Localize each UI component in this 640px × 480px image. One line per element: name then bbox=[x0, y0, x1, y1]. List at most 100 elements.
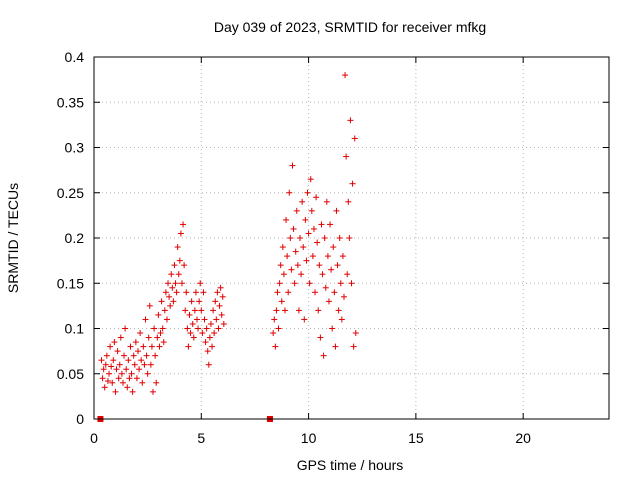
y-axis-label: SRMTID / TECUs bbox=[5, 183, 21, 293]
data-point bbox=[122, 325, 129, 332]
data-point bbox=[284, 253, 291, 260]
data-point bbox=[175, 271, 182, 278]
data-point bbox=[310, 225, 317, 232]
data-point bbox=[194, 316, 200, 323]
data-point bbox=[115, 375, 122, 382]
data-point bbox=[215, 325, 222, 332]
data-point bbox=[293, 207, 300, 214]
axis-ticks: 0 5 10 15 20 0 0.05 0.1 0.15 0.2 0.25 0.3 0.35 0.4 bbox=[57, 49, 609, 446]
data-point bbox=[195, 325, 202, 332]
data-point bbox=[160, 339, 167, 346]
data-point bbox=[300, 244, 307, 251]
data-point bbox=[330, 244, 337, 251]
data-point bbox=[298, 271, 305, 278]
data-point bbox=[308, 207, 315, 214]
data-point bbox=[290, 225, 297, 232]
data-point bbox=[207, 320, 214, 327]
data-point bbox=[121, 352, 128, 359]
data-point bbox=[185, 343, 192, 350]
data-point bbox=[339, 253, 346, 260]
data-point bbox=[200, 289, 207, 296]
data-point bbox=[305, 230, 312, 237]
data-point bbox=[127, 343, 134, 350]
data-point bbox=[108, 363, 115, 370]
data-point bbox=[134, 348, 141, 355]
data-point bbox=[203, 325, 210, 332]
data-point bbox=[273, 307, 280, 314]
data-point bbox=[116, 361, 123, 368]
data-point bbox=[126, 375, 133, 382]
x-tick-label: 10 bbox=[301, 430, 317, 446]
data-point bbox=[123, 366, 130, 373]
data-point bbox=[307, 176, 314, 183]
data-point bbox=[287, 235, 294, 241]
data-point bbox=[129, 388, 136, 395]
data-point bbox=[309, 253, 316, 260]
data-point bbox=[119, 379, 126, 386]
data-point bbox=[112, 388, 119, 395]
data-point bbox=[329, 325, 336, 332]
data-point bbox=[350, 343, 357, 350]
y-tick-label: 0.2 bbox=[65, 230, 85, 246]
data-point bbox=[197, 280, 204, 287]
data-point bbox=[322, 284, 329, 291]
y-tick-label: 0.1 bbox=[65, 321, 85, 337]
data-point bbox=[318, 221, 325, 228]
data-point bbox=[128, 370, 135, 377]
data-point bbox=[153, 379, 160, 386]
data-point bbox=[124, 384, 131, 391]
data-point bbox=[204, 348, 211, 355]
x-tick-label: 20 bbox=[515, 430, 531, 446]
data-point bbox=[109, 379, 116, 386]
data-point bbox=[327, 221, 334, 228]
data-point bbox=[146, 302, 153, 309]
data-point bbox=[216, 302, 223, 309]
y-tick-label: 0.15 bbox=[57, 275, 84, 291]
data-point bbox=[286, 189, 293, 196]
y-tick-label: 0.35 bbox=[57, 94, 84, 110]
data-point bbox=[161, 307, 168, 314]
data-point bbox=[162, 289, 169, 296]
data-point bbox=[210, 307, 217, 314]
data-point bbox=[351, 135, 358, 142]
data-point bbox=[321, 235, 328, 241]
data-point bbox=[212, 298, 219, 305]
data-point bbox=[344, 271, 351, 278]
data-point bbox=[347, 117, 354, 124]
data-point bbox=[102, 361, 109, 368]
data-point bbox=[209, 343, 216, 350]
data-point bbox=[320, 352, 327, 359]
data-point bbox=[292, 248, 299, 255]
data-point bbox=[277, 262, 284, 269]
x-tick-label: 5 bbox=[197, 430, 205, 446]
data-points bbox=[97, 72, 359, 422]
data-point bbox=[313, 194, 320, 201]
data-point bbox=[131, 361, 138, 368]
data-point bbox=[201, 316, 208, 323]
data-point bbox=[133, 375, 140, 382]
data-point bbox=[106, 370, 113, 377]
data-point bbox=[338, 316, 345, 323]
data-point bbox=[315, 307, 322, 314]
data-point bbox=[132, 339, 139, 346]
data-point bbox=[181, 262, 188, 269]
x-tick-label: 15 bbox=[408, 430, 424, 446]
data-point bbox=[117, 334, 124, 341]
data-point bbox=[348, 280, 355, 287]
data-point bbox=[294, 262, 301, 269]
data-point bbox=[171, 262, 178, 269]
data-point bbox=[345, 198, 352, 205]
data-point bbox=[325, 298, 332, 305]
y-tick-label: 0.05 bbox=[57, 366, 84, 382]
data-point bbox=[176, 257, 183, 264]
data-point bbox=[147, 361, 154, 368]
data-point bbox=[101, 384, 108, 391]
y-tick-label: 0.4 bbox=[65, 49, 85, 65]
data-point bbox=[205, 361, 212, 368]
data-point bbox=[156, 343, 163, 350]
data-point bbox=[155, 311, 162, 318]
data-point bbox=[140, 343, 147, 350]
data-point bbox=[159, 325, 166, 332]
grid-lines bbox=[94, 57, 609, 419]
